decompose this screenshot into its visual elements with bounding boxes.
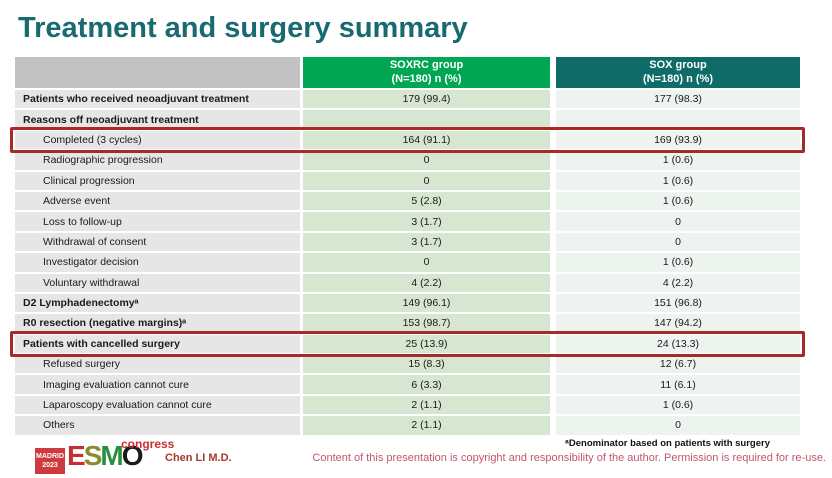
row-label: Imaging evaluation cannot cure — [15, 375, 300, 394]
table-row: Patients with cancelled surgery 25 (13.9… — [10, 330, 805, 358]
logo-year: 2023 — [42, 461, 58, 469]
table-row: Voluntary withdrawal 4 (2.2) 4 (2.2) — [15, 273, 800, 292]
row-label: Patients with cancelled surgery — [15, 334, 300, 354]
row-value-soxrc: 2 (1.1) — [303, 395, 550, 415]
row-value-sox: 12 (6.7) — [556, 355, 800, 374]
row-value-soxrc — [303, 110, 550, 129]
row-label: Completed (3 cycles) — [15, 130, 300, 150]
table-row: Radiographic progression 0 1 (0.6) — [15, 151, 800, 170]
row-label: Loss to follow-up — [15, 212, 300, 231]
row-value-sox: 147 (94.2) — [556, 314, 800, 333]
table-row: Loss to follow-up 3 (1.7) 0 — [15, 212, 800, 231]
sox-group-n: (N=180) n (%) — [643, 72, 713, 85]
summary-table: SOXRC group (N=180) n (%) SOX group (N=1… — [10, 57, 805, 437]
table-row: Investigator decision 0 1 (0.6) — [15, 253, 800, 272]
row-value-sox: 11 (6.1) — [556, 375, 800, 394]
row-label: Reasons off neoadjuvant treatment — [15, 110, 300, 129]
row-value-sox: 151 (96.8) — [556, 293, 800, 313]
row-label: Voluntary withdrawal — [15, 273, 300, 292]
row-label: Radiographic progression — [15, 151, 300, 170]
table-row: Completed (3 cycles) 164 (91.1) 169 (93.… — [10, 126, 805, 154]
row-label: Adverse event — [15, 191, 300, 211]
row-value-soxrc: 179 (99.4) — [303, 90, 550, 109]
table-row: Patients who received neoadjuvant treatm… — [15, 90, 800, 109]
row-value-sox: 177 (98.3) — [556, 90, 800, 109]
row-value-sox: 0 — [556, 416, 800, 435]
author-credit: Chen LI M.D. — [165, 452, 232, 464]
row-value-sox: 0 — [556, 232, 800, 252]
esmo-letter-o: O — [121, 440, 144, 471]
row-label: Patients who received neoadjuvant treatm… — [15, 90, 300, 109]
row-value-sox: 169 (93.9) — [556, 130, 800, 150]
table-row: Imaging evaluation cannot cure 6 (3.3) 1… — [15, 375, 800, 394]
row-value-soxrc: 3 (1.7) — [303, 232, 550, 252]
table-row: Laparoscopy evaluation cannot cure 2 (1.… — [15, 395, 800, 415]
esmo-letter-e: E — [67, 440, 86, 471]
table-row: Withdrawal of consent 3 (1.7) 0 — [15, 232, 800, 252]
header-soxrc-group: SOXRC group (N=180) n (%) — [303, 57, 550, 88]
table-header-row: SOXRC group (N=180) n (%) SOX group (N=1… — [15, 57, 800, 88]
table-row: Others 2 (1.1) 0 — [15, 416, 800, 435]
row-value-soxrc: 25 (13.9) — [303, 334, 550, 354]
row-label: Withdrawal of consent — [15, 232, 300, 252]
table-row: R0 resection (negative margins)ᵃ 153 (98… — [15, 314, 800, 333]
esmo-congress-logo: MADRID 2023 ESMO congress — [35, 437, 180, 477]
table-row: Adverse event 5 (2.8) 1 (0.6) — [15, 191, 800, 211]
esmo-wordmark: ESMO — [67, 440, 144, 472]
row-value-sox — [556, 110, 800, 129]
sox-group-name: SOX group — [649, 58, 707, 71]
table-row: Reasons off neoadjuvant treatment — [15, 110, 800, 129]
row-value-soxrc: 2 (1.1) — [303, 416, 550, 435]
row-value-sox: 0 — [556, 212, 800, 231]
row-label: D2 Lymphadenectomyᵃ — [15, 293, 300, 313]
row-value-soxrc: 0 — [303, 151, 550, 170]
table-row: Refused surgery 15 (8.3) 12 (6.7) — [15, 355, 800, 374]
row-value-soxrc: 15 (8.3) — [303, 355, 550, 374]
table-row: D2 Lymphadenectomyᵃ 149 (96.1) 151 (96.8… — [15, 293, 800, 313]
row-value-soxrc: 0 — [303, 171, 550, 190]
row-label: R0 resection (negative margins)ᵃ — [15, 314, 300, 333]
row-value-soxrc: 6 (3.3) — [303, 375, 550, 394]
row-value-sox: 1 (0.6) — [556, 171, 800, 190]
row-value-sox: 4 (2.2) — [556, 273, 800, 292]
row-value-soxrc: 164 (91.1) — [303, 130, 550, 150]
row-value-soxrc: 4 (2.2) — [303, 273, 550, 292]
denominator-footnote: ᵃDenominator based on patients with surg… — [565, 438, 770, 449]
soxrc-group-name: SOXRC group — [389, 58, 464, 71]
congress-label: congress — [121, 437, 175, 451]
esmo-letter-s: S — [83, 440, 103, 471]
madrid-2023-badge: MADRID 2023 — [35, 448, 65, 474]
row-value-soxrc: 149 (96.1) — [303, 293, 550, 313]
row-value-soxrc: 5 (2.8) — [303, 191, 550, 211]
row-label: Investigator decision — [15, 253, 300, 272]
header-empty-cell — [15, 57, 300, 88]
row-value-sox: 24 (13.3) — [556, 334, 800, 354]
row-label: Laparoscopy evaluation cannot cure — [15, 395, 300, 415]
table-row: Clinical progression 0 1 (0.6) — [15, 171, 800, 190]
row-label: Others — [15, 416, 300, 435]
row-value-soxrc: 3 (1.7) — [303, 212, 550, 231]
row-value-soxrc: 0 — [303, 253, 550, 272]
page-title: Treatment and surgery summary — [18, 12, 468, 44]
esmo-letter-m: M — [100, 440, 123, 471]
row-label: Refused surgery — [15, 355, 300, 374]
soxrc-group-n: (N=180) n (%) — [391, 72, 462, 85]
row-value-soxrc: 153 (98.7) — [303, 314, 550, 333]
logo-city: MADRID — [36, 453, 64, 460]
row-value-sox: 1 (0.6) — [556, 395, 800, 415]
header-sox-group: SOX group (N=180) n (%) — [556, 57, 800, 88]
copyright-notice: Content of this presentation is copyrigh… — [312, 452, 826, 464]
row-label: Clinical progression — [15, 171, 300, 190]
row-value-sox: 1 (0.6) — [556, 151, 800, 170]
row-value-sox: 1 (0.6) — [556, 253, 800, 272]
row-value-sox: 1 (0.6) — [556, 191, 800, 211]
